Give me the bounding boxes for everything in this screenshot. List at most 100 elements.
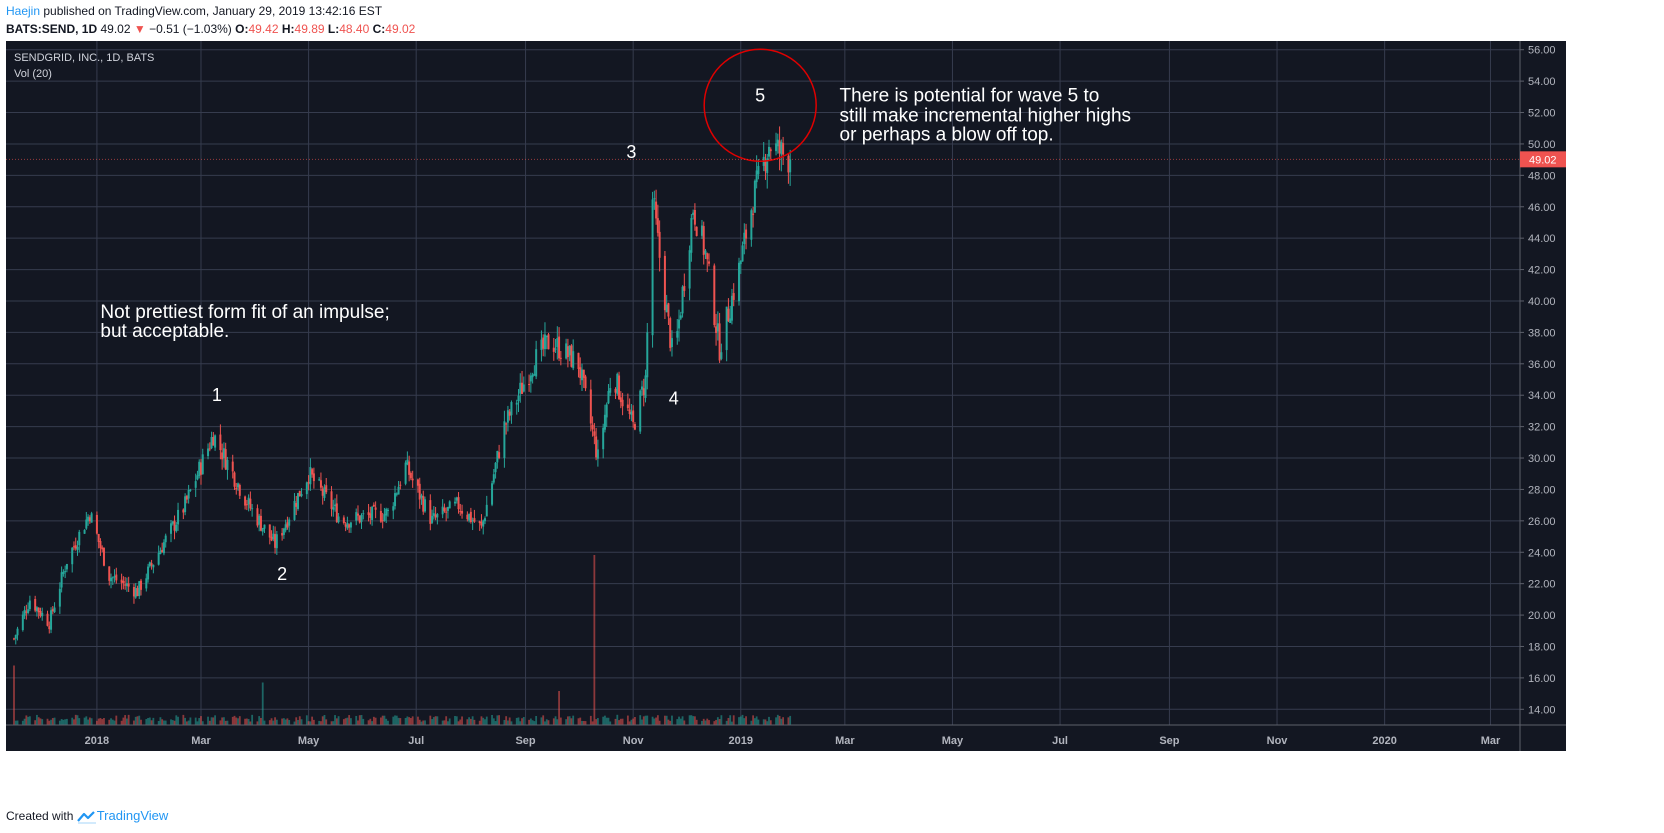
candle-body	[492, 474, 495, 483]
volume-bar	[249, 721, 252, 725]
candle-body	[644, 375, 647, 398]
candle-body	[259, 515, 262, 531]
volume-bar	[362, 718, 365, 725]
volume-bar	[185, 721, 188, 725]
candle-body	[473, 518, 476, 522]
candle-body	[766, 158, 769, 174]
candle-body	[406, 459, 409, 465]
volume-bar	[28, 716, 31, 725]
volume-bar	[295, 717, 298, 725]
volume-bar	[676, 719, 679, 725]
candle-body	[263, 524, 266, 529]
volume-bar	[25, 715, 28, 725]
volume-bar	[332, 721, 335, 725]
volume-bar	[164, 720, 167, 725]
candle-body	[522, 384, 525, 392]
volume-bar	[417, 716, 419, 725]
volume-bar	[272, 720, 275, 725]
candle-body	[424, 499, 427, 512]
volume-bar	[27, 716, 30, 725]
price-tick-label: 38.00	[1528, 327, 1556, 339]
volume-bar	[658, 720, 661, 725]
price-tick-label: 54.00	[1528, 76, 1556, 88]
candle-body	[261, 527, 264, 532]
time-axis[interactable]	[6, 725, 1520, 751]
candle-body	[640, 386, 643, 390]
volume-bar	[374, 717, 377, 725]
volume-bar	[261, 682, 264, 725]
wave-label: 4	[669, 388, 679, 408]
volume-bar	[152, 717, 155, 725]
volume-bar	[97, 718, 100, 725]
volume-bar	[731, 721, 733, 725]
candle-body	[115, 574, 118, 581]
volume-bar	[189, 717, 192, 725]
candle-body	[307, 482, 310, 484]
volume-bar	[182, 714, 185, 725]
candle-body	[108, 566, 111, 581]
volume-bar	[231, 716, 234, 725]
volume-bar	[34, 720, 37, 725]
volume-bar	[330, 721, 333, 725]
candle-body	[521, 382, 524, 394]
volume-bar	[201, 721, 204, 725]
candle-body	[480, 522, 483, 526]
candle-body	[169, 523, 172, 534]
candle-body	[469, 511, 472, 523]
price-tick-label: 34.00	[1528, 390, 1556, 402]
candle-body	[683, 286, 686, 291]
volume-bar	[519, 721, 522, 725]
volume-bar	[468, 717, 471, 725]
wave-label: 5	[755, 85, 765, 105]
volume-bar	[655, 717, 657, 725]
candle-body	[767, 146, 770, 157]
candle-body	[466, 514, 469, 520]
volume-bar	[221, 717, 224, 725]
tradingview-brand-link[interactable]: TradingView	[96, 808, 169, 823]
price-chart[interactable]: 1 2 3 4 5 Not prettiest form fit of an impuls…	[6, 41, 1566, 751]
candle-body	[288, 519, 291, 526]
volume-bar	[275, 719, 278, 725]
candle-body	[311, 469, 314, 475]
candle-body	[618, 375, 621, 400]
candle-body	[372, 504, 375, 507]
candle-body	[78, 531, 81, 546]
volume-bar	[233, 715, 236, 725]
volume-bar	[632, 718, 635, 725]
last-price-tag: 49.02	[6, 151, 1566, 168]
volume-bar	[738, 717, 740, 725]
chart-background	[6, 41, 1566, 751]
candle-body	[693, 209, 696, 225]
volume-bar	[418, 719, 421, 725]
candle-body	[87, 516, 90, 522]
volume-bar	[732, 715, 735, 725]
volume-bar	[485, 716, 488, 725]
candle-body	[593, 431, 596, 436]
candle-body	[312, 473, 315, 482]
candle-body	[508, 411, 511, 416]
time-tick-label: Sep	[1159, 735, 1179, 747]
chart-area[interactable]: 1 2 3 4 5 Not prettiest form fit of an impuls…	[6, 41, 1566, 751]
candle-body	[729, 318, 732, 323]
price-tick-label: 46.00	[1528, 202, 1556, 214]
volume-bar	[173, 720, 176, 725]
candle-body	[221, 452, 224, 460]
candle-body	[51, 609, 54, 612]
price-tick-label: 36.00	[1528, 359, 1556, 371]
candle-body	[621, 399, 624, 407]
candle-body	[764, 160, 767, 172]
close-label: C:	[372, 22, 386, 36]
volume-bar	[690, 715, 693, 725]
author-link[interactable]: Haejin	[6, 4, 41, 18]
volume-bar	[508, 717, 511, 725]
candle-body	[607, 390, 610, 404]
volume-bar	[224, 720, 227, 725]
volume-bar	[593, 555, 596, 725]
candle-body	[491, 483, 494, 505]
volume-bar	[528, 719, 530, 725]
candle-body	[570, 345, 573, 367]
volume-bar	[671, 715, 673, 725]
volume-bar	[521, 718, 523, 725]
volume-bar	[110, 718, 112, 725]
candle-body	[559, 357, 562, 359]
